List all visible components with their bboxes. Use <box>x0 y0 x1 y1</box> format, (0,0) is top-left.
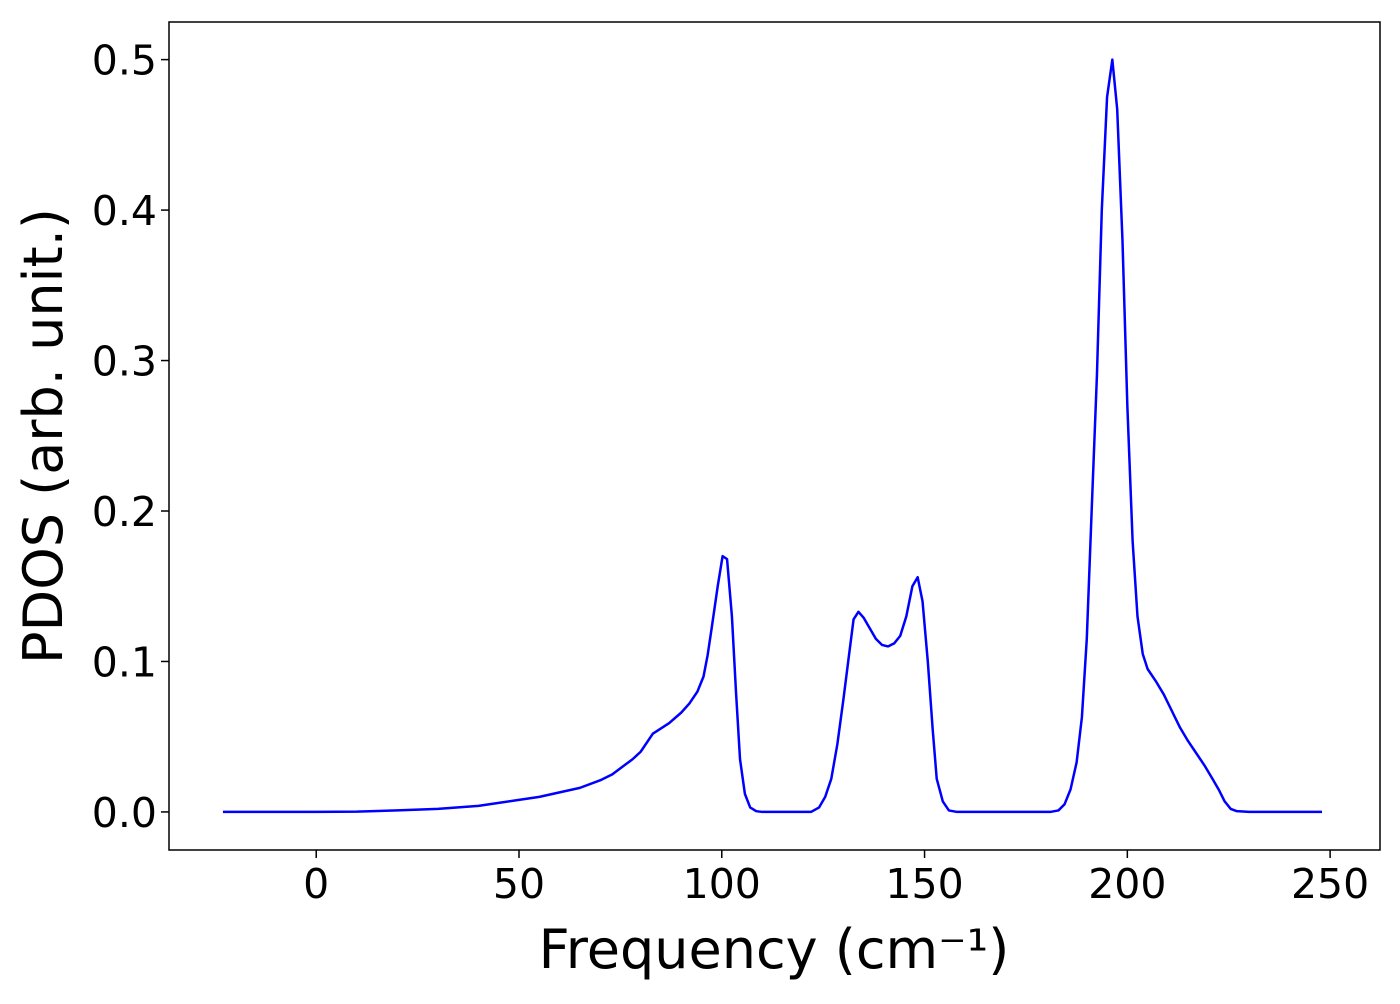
x-axis-label: Frequency (cm⁻¹) <box>539 918 1010 981</box>
x-tick-label: 100 <box>683 860 761 908</box>
y-axis-label: PDOS (arb. unit.) <box>12 208 75 664</box>
x-tick-label: 250 <box>1291 860 1369 908</box>
x-tick-label: 0 <box>303 860 329 908</box>
y-tick-label: 0.4 <box>92 187 157 235</box>
y-tick-label: 0.0 <box>92 789 157 837</box>
y-tick-label: 0.3 <box>92 338 157 386</box>
plot-frame <box>168 21 1381 851</box>
x-tick-label: 200 <box>1088 860 1166 908</box>
y-tick-label: 0.5 <box>92 37 157 85</box>
x-tick-label: 150 <box>885 860 963 908</box>
y-tick-label: 0.2 <box>92 488 157 536</box>
data-line <box>222 58 1323 814</box>
y-tick-label: 0.1 <box>92 638 157 686</box>
x-tick-label: 50 <box>493 860 545 908</box>
